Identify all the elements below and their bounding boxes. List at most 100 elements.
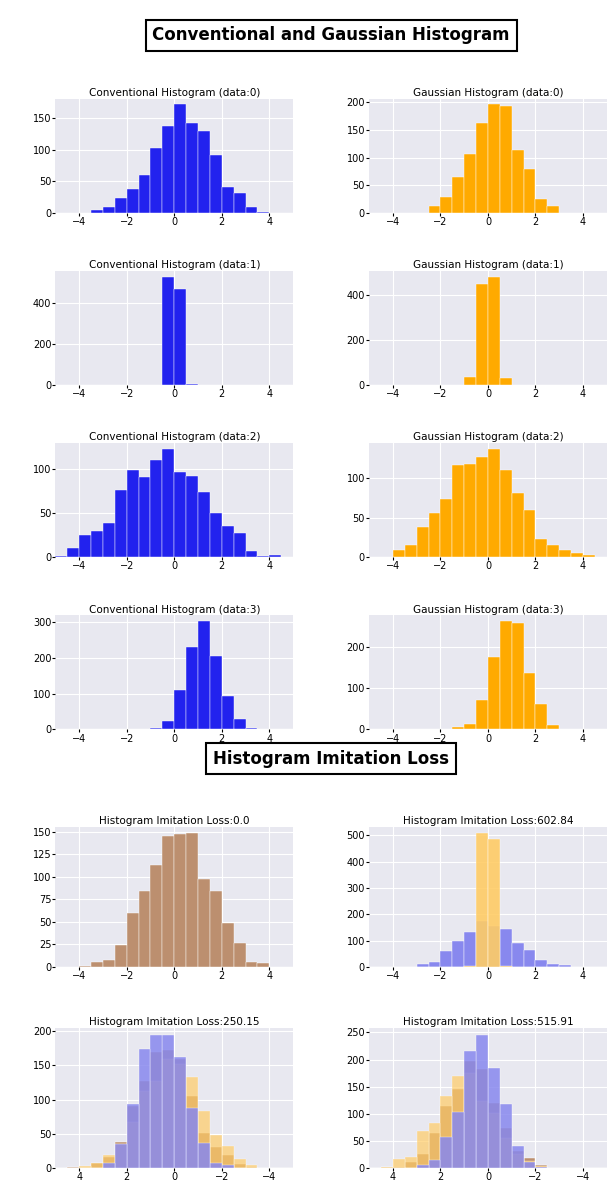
Bar xyxy=(246,963,257,967)
Bar xyxy=(488,925,500,967)
Bar xyxy=(464,464,476,557)
Bar xyxy=(464,1073,476,1168)
Bar xyxy=(222,1154,233,1168)
Bar xyxy=(198,1110,210,1168)
Bar xyxy=(198,1134,210,1168)
Bar xyxy=(127,470,139,557)
Bar xyxy=(512,623,524,729)
Title: Gaussian Histogram (data:1): Gaussian Histogram (data:1) xyxy=(413,261,563,270)
Bar xyxy=(524,1161,535,1168)
Bar xyxy=(103,959,115,967)
Title: Gaussian Histogram (data:0): Gaussian Histogram (data:0) xyxy=(413,88,563,98)
Bar xyxy=(233,1159,246,1168)
Bar xyxy=(163,721,174,729)
Bar xyxy=(233,534,246,557)
Bar xyxy=(222,1166,233,1168)
Bar xyxy=(429,962,440,967)
Bar xyxy=(91,963,103,967)
Bar xyxy=(500,930,512,967)
Bar xyxy=(210,891,222,967)
Bar xyxy=(464,932,476,967)
Bar xyxy=(115,198,127,213)
Bar xyxy=(127,913,139,967)
Bar xyxy=(476,1034,488,1168)
Bar xyxy=(393,550,405,557)
Bar xyxy=(186,1077,198,1168)
Bar xyxy=(139,1048,150,1168)
Bar xyxy=(139,477,150,557)
Bar xyxy=(440,498,452,557)
Bar xyxy=(91,1163,103,1168)
Bar xyxy=(222,187,233,213)
Bar xyxy=(79,1166,91,1168)
Bar xyxy=(535,959,548,967)
Bar xyxy=(186,834,198,967)
Bar xyxy=(452,177,464,213)
Bar xyxy=(464,1060,476,1168)
Bar xyxy=(500,378,512,385)
Bar xyxy=(500,1128,512,1168)
Bar xyxy=(488,840,500,967)
Bar xyxy=(233,944,246,967)
Bar xyxy=(257,555,269,557)
Bar xyxy=(127,1104,139,1168)
Bar xyxy=(571,553,583,557)
Bar xyxy=(488,448,500,557)
Bar xyxy=(115,490,127,557)
Bar xyxy=(535,1165,548,1168)
Bar xyxy=(127,189,139,213)
Bar xyxy=(464,725,476,729)
Bar xyxy=(233,193,246,213)
Bar xyxy=(512,493,524,557)
Text: Histogram Imitation Loss: Histogram Imitation Loss xyxy=(213,750,449,767)
Bar xyxy=(210,1162,222,1168)
Title: Histogram Imitation Loss:0.0: Histogram Imitation Loss:0.0 xyxy=(99,816,249,825)
Bar xyxy=(440,197,452,213)
Bar xyxy=(429,512,440,557)
Bar xyxy=(429,206,440,213)
Bar xyxy=(174,1059,186,1168)
Bar xyxy=(150,1052,163,1168)
Bar xyxy=(512,943,524,967)
Bar xyxy=(222,1147,233,1168)
Bar xyxy=(464,377,476,385)
Bar xyxy=(535,540,548,557)
Bar xyxy=(174,690,186,729)
Title: Conventional Histogram (data:0): Conventional Histogram (data:0) xyxy=(89,88,260,98)
Bar xyxy=(115,945,127,967)
Bar xyxy=(163,1059,174,1168)
Bar xyxy=(524,950,535,967)
Bar xyxy=(512,1154,524,1168)
Bar xyxy=(559,965,571,967)
Bar xyxy=(150,460,163,557)
Bar xyxy=(186,1096,198,1168)
Bar xyxy=(186,476,198,557)
Bar xyxy=(476,922,488,967)
Bar xyxy=(548,206,559,213)
Bar xyxy=(139,1091,150,1168)
Title: Gaussian Histogram (data:3): Gaussian Histogram (data:3) xyxy=(413,605,563,614)
Bar xyxy=(163,276,174,385)
Bar xyxy=(55,555,67,557)
Bar xyxy=(535,1166,548,1168)
Bar xyxy=(186,1108,198,1168)
Bar xyxy=(246,728,257,729)
Bar xyxy=(174,472,186,557)
Bar xyxy=(429,1160,440,1168)
Bar xyxy=(416,964,429,967)
Bar xyxy=(67,1167,79,1168)
Bar xyxy=(115,1142,127,1168)
Bar xyxy=(512,1146,524,1168)
Bar xyxy=(535,199,548,213)
Bar xyxy=(103,523,115,557)
Bar xyxy=(210,1147,222,1168)
Bar xyxy=(405,546,416,557)
Bar xyxy=(393,1159,405,1168)
Bar xyxy=(500,1104,512,1168)
Bar xyxy=(464,1052,476,1168)
Bar xyxy=(103,1158,115,1168)
Bar xyxy=(139,891,150,967)
Bar xyxy=(452,940,464,967)
Bar xyxy=(488,1069,500,1168)
Bar xyxy=(476,123,488,213)
